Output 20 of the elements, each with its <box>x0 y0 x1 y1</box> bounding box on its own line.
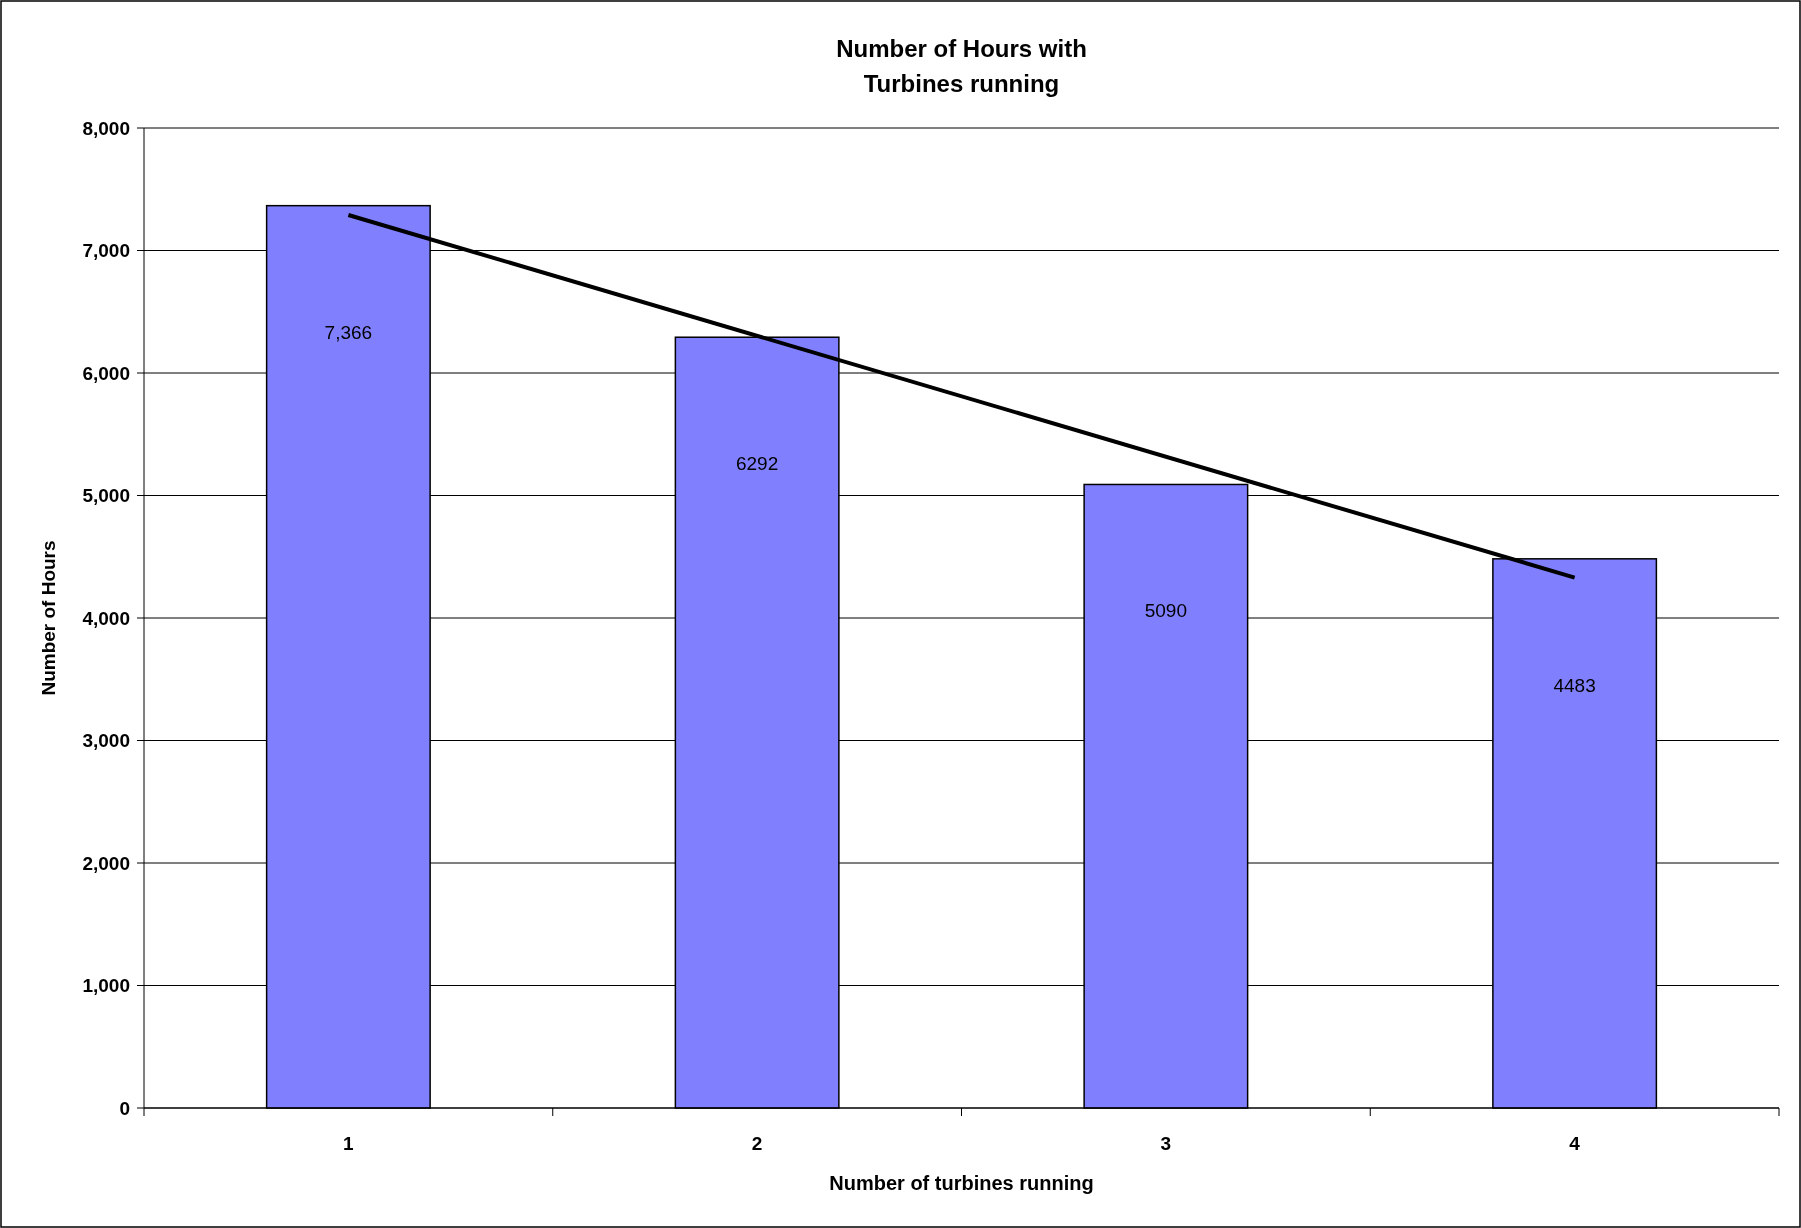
y-axis-title: Number of Hours <box>38 540 59 696</box>
y-tick-label: 5,000 <box>82 485 130 507</box>
data-label: 5090 <box>1144 600 1188 622</box>
y-tick-label: 7,000 <box>82 240 130 262</box>
x-axis-title: Number of turbines running <box>829 1172 1094 1194</box>
x-tick-label: 4 <box>1569 1133 1581 1154</box>
x-tick-label: 1 <box>343 1133 355 1154</box>
x-tick-label: 2 <box>751 1133 763 1154</box>
y-tick-label: 1,000 <box>82 975 130 997</box>
x-tick-label: 3 <box>1160 1133 1172 1154</box>
data-label: 6292 <box>735 453 779 475</box>
data-label: 7,366 <box>324 321 373 343</box>
chart-title: Number of Hours with Turbines running <box>836 35 1087 97</box>
y-tick-label: 0 <box>119 1097 130 1119</box>
y-tick-label: 8,000 <box>82 117 130 139</box>
data-label: 4483 <box>1553 674 1596 696</box>
y-tick-label: 4,000 <box>82 607 130 629</box>
y-tick-label: 3,000 <box>82 730 130 752</box>
y-tick-label: 2,000 <box>82 852 130 874</box>
y-tick-label: 6,000 <box>82 362 130 384</box>
